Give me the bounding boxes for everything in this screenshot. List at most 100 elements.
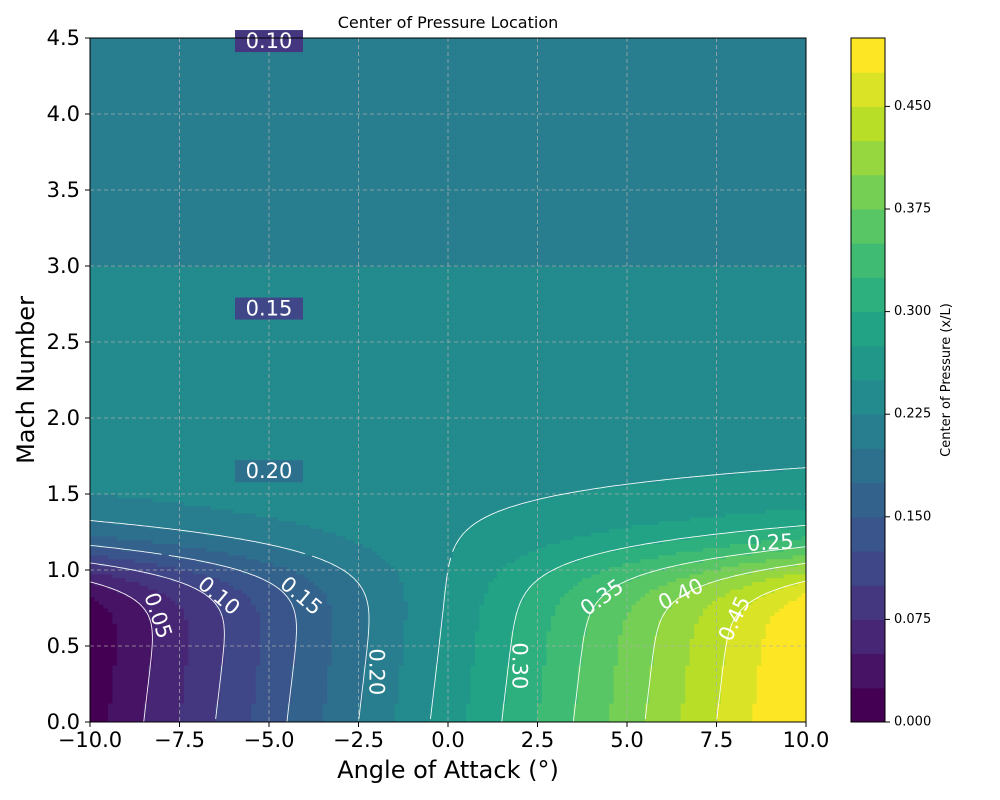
contour-band: [680, 714, 718, 719]
contour-band: [609, 566, 668, 571]
contour-band: [116, 638, 154, 643]
contour-band: [443, 592, 485, 598]
contour-band: [398, 680, 436, 685]
contour-band: [729, 627, 767, 632]
contour-band: [331, 646, 369, 651]
contour-band: [206, 592, 248, 598]
contour-band: [519, 608, 556, 613]
contour-band: [577, 558, 642, 563]
contour-band: [188, 642, 225, 647]
contour-band: [219, 699, 257, 704]
contour-band: [439, 653, 476, 658]
contour-band: [224, 661, 261, 666]
contour-band: [613, 676, 650, 681]
colorbar-tick-label: 0.075: [894, 612, 931, 627]
contour-band: [197, 558, 261, 563]
contour-band: [183, 501, 525, 506]
contour-band: [90, 418, 806, 423]
contour-band: [761, 661, 806, 666]
contour-band: [327, 592, 364, 598]
contour-band: [152, 623, 190, 628]
contour-band: [219, 665, 257, 670]
contour-band: [783, 547, 806, 552]
colorbar-tick-label: 0.375: [894, 202, 931, 217]
contour-band: [443, 615, 480, 620]
contour-band: [774, 611, 806, 617]
contour-band: [215, 718, 252, 722]
contour-band: [112, 615, 149, 620]
contour-band: [720, 687, 758, 693]
contour-band: [667, 581, 709, 586]
contour-band: [497, 573, 543, 579]
contour-band: [358, 581, 404, 586]
contour-band: [685, 687, 722, 693]
contour-band: [152, 653, 190, 658]
contour-band: [90, 524, 149, 529]
contour-band: [685, 592, 727, 598]
contour-band: [340, 566, 395, 571]
contour-band: [148, 585, 194, 590]
contour-band: [734, 471, 806, 476]
contour-band: [483, 600, 521, 605]
contour-band: [649, 668, 686, 674]
contour-band: [465, 710, 503, 715]
contour-band: [403, 592, 445, 598]
contour-band: [756, 665, 806, 670]
contour-band: [403, 661, 440, 666]
contour-band: [394, 710, 431, 715]
colorbar-tick-label: 0.225: [894, 407, 931, 422]
contour-band: [139, 600, 176, 605]
contour-band: [152, 649, 190, 655]
colorbar: [850, 37, 886, 723]
contour-band: [756, 687, 806, 693]
contour-band: [90, 623, 118, 628]
contour-band: [537, 547, 619, 552]
contour-band: [371, 547, 454, 552]
contour-band: [90, 611, 113, 617]
contour-band: [568, 589, 610, 594]
contour-band: [358, 703, 395, 708]
contour-band: [90, 490, 574, 495]
y-tick-label: 2.5: [47, 330, 80, 354]
contour-band: [644, 706, 682, 712]
colorbar-band: [851, 277, 885, 313]
contour-band: [470, 699, 507, 704]
contour-band: [224, 649, 261, 655]
contour-band: [474, 520, 659, 525]
contour-band: [233, 566, 288, 571]
contour-band: [577, 691, 615, 696]
contour-band: [725, 649, 762, 655]
contour-band: [403, 642, 440, 647]
contour-band: [685, 699, 722, 704]
contour-band: [577, 684, 615, 689]
contour-band: [622, 630, 659, 636]
contour-band: [90, 174, 806, 180]
colorbar-band: [851, 619, 885, 655]
y-tick-label: 2.0: [47, 406, 80, 430]
contour-band: [510, 638, 548, 643]
contour-band: [622, 623, 659, 628]
contour-band: [331, 661, 369, 666]
contour-band: [658, 585, 700, 590]
x-tick-label: 2.5: [521, 728, 554, 752]
colorbar-band: [851, 585, 885, 620]
contour-band: [649, 589, 691, 594]
x-tick-label: −10.0: [58, 728, 122, 752]
contour-band: [488, 581, 534, 586]
contour-band: [90, 649, 118, 655]
contour-band: [362, 684, 400, 689]
contour-band: [685, 691, 722, 696]
contour-band: [331, 627, 369, 632]
contour-band: [546, 653, 583, 658]
contour-band: [233, 585, 279, 590]
contour-band: [367, 661, 404, 666]
contour-band: [434, 684, 471, 689]
colorbar-band: [851, 448, 885, 484]
contour-band: [331, 611, 369, 617]
contour-band: [148, 691, 185, 696]
contour-band: [327, 668, 364, 674]
contour-band: [797, 562, 806, 567]
contour-band: [224, 619, 261, 624]
contour-band: [219, 668, 257, 674]
contour-band: [90, 646, 118, 651]
